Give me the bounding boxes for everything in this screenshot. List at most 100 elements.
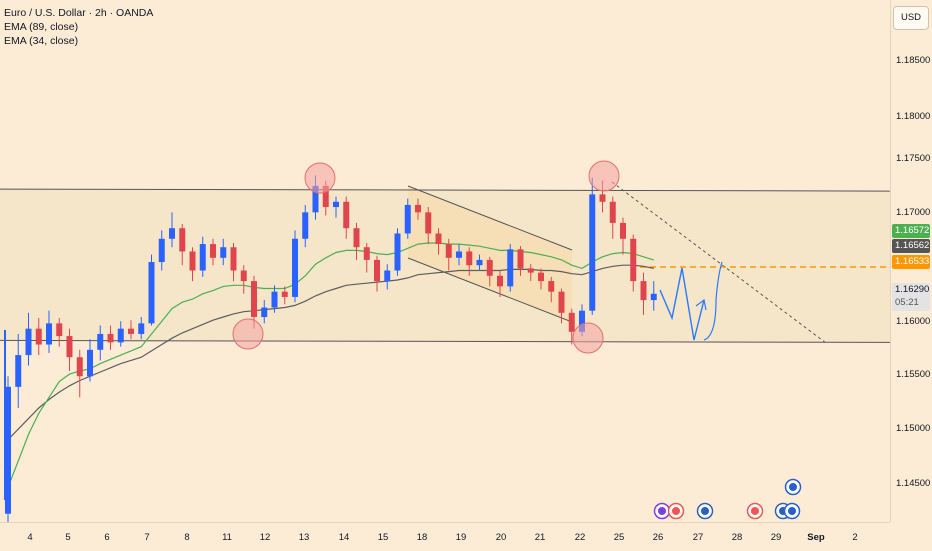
candle-down	[435, 233, 442, 245]
economic-event-icon	[672, 507, 680, 515]
candle-up	[384, 270, 391, 282]
symbol-title[interactable]: Euro / U.S. Dollar · 2h · OANDA	[4, 7, 154, 19]
candle-up	[199, 244, 206, 271]
ema-89-line	[7, 264, 654, 441]
candle-up	[302, 212, 309, 239]
ema-89-label[interactable]: EMA (89, close)	[4, 21, 79, 33]
economic-event-icon	[658, 507, 666, 515]
projection-zigzag	[659, 267, 705, 341]
economic-event-icon	[788, 507, 796, 515]
price-tick-label: 1.16000	[896, 316, 931, 327]
candle-down	[363, 247, 370, 260]
candle-down	[240, 270, 247, 282]
candle-up	[148, 262, 155, 324]
time-tick-label: 7	[144, 532, 150, 543]
time-tick-label: 4	[27, 532, 33, 543]
price-chart[interactable]	[0, 0, 891, 546]
highlight-circle	[232, 318, 264, 350]
candle-down	[568, 312, 575, 332]
time-tick-label: 19	[455, 532, 467, 543]
time-tick-label: 25	[613, 532, 625, 543]
candle-up	[271, 291, 278, 308]
candle-up	[220, 247, 227, 258]
candle-down	[415, 204, 421, 213]
candle-up	[46, 323, 52, 345]
candle-down	[322, 185, 329, 208]
chart-legend: Euro / U.S. Dollar · 2h · OANDA EMA (89,…	[4, 6, 153, 48]
time-tick-label: 21	[534, 532, 546, 543]
candle-up	[589, 194, 596, 311]
ema34-price-tag: 1.16572	[892, 224, 930, 238]
bar-countdown: 05:21	[895, 297, 919, 308]
candle-down	[466, 251, 473, 266]
currency-button[interactable]: USD	[893, 6, 929, 30]
ema-34-label[interactable]: EMA (34, close)	[4, 35, 79, 47]
price-tick-label: 1.15500	[896, 369, 931, 380]
candle-down	[128, 328, 134, 334]
candle-down	[107, 333, 114, 343]
candle-down	[445, 244, 452, 258]
candle-up	[292, 238, 298, 297]
time-tick-label: 15	[377, 532, 389, 543]
candle-down	[374, 259, 380, 282]
candle-up	[87, 349, 93, 377]
time-tick-label: 27	[692, 532, 704, 543]
price-tick-label: 1.17500	[896, 153, 931, 164]
economic-event-icon	[789, 483, 797, 491]
candle-up	[25, 328, 32, 356]
candle-up	[312, 185, 319, 213]
highlight-circle	[304, 162, 336, 194]
candle-down	[230, 247, 237, 271]
time-axis[interactable]	[0, 522, 890, 551]
time-tick-label: 14	[338, 532, 350, 543]
candle-up	[476, 259, 483, 266]
candle-down	[538, 272, 544, 282]
candle-up	[456, 251, 462, 258]
time-tick-label: 29	[770, 532, 782, 543]
candle-up	[158, 238, 165, 263]
chart-area[interactable]	[0, 0, 891, 546]
candle-up	[5, 386, 11, 514]
candle-up	[394, 233, 401, 271]
candle-down	[56, 323, 63, 337]
time-tick-label: 20	[495, 532, 507, 543]
candle-up	[579, 310, 585, 332]
candle-down	[425, 212, 432, 234]
time-tick-label: 5	[65, 532, 71, 543]
candle-up	[15, 355, 22, 387]
time-tick-label: Sep	[807, 532, 825, 543]
price-tick-label: 1.14500	[896, 478, 931, 489]
price-axis[interactable]	[890, 0, 932, 522]
candle-down	[517, 249, 524, 269]
candle-down	[527, 268, 534, 273]
last-price-tag: 1.16290 05:21	[892, 283, 930, 311]
candle-down	[497, 275, 503, 287]
candle-down	[66, 336, 73, 358]
price-tick-label: 1.18000	[896, 111, 931, 122]
candle-down	[640, 281, 647, 301]
ema89-price-tag: 1.16562	[892, 239, 930, 253]
time-tick-label: 22	[574, 532, 586, 543]
candle-down	[609, 201, 616, 223]
time-tick-label: 11	[222, 532, 232, 543]
candle-down	[599, 194, 606, 202]
level-price-tag: 1.16533	[892, 255, 930, 269]
candle-up	[97, 333, 104, 350]
candle-up	[169, 228, 175, 239]
candle-down	[558, 291, 565, 313]
candle-down	[353, 228, 360, 248]
candle-down	[620, 222, 626, 239]
ema-34-line	[7, 242, 654, 488]
channel-top-line	[0, 188, 891, 192]
descending-channel-fill	[408, 186, 572, 322]
time-tick-label: 26	[652, 532, 664, 543]
candle-up	[404, 204, 411, 234]
highlight-circle	[572, 322, 604, 354]
candle-up	[507, 249, 514, 287]
time-tick-label: 8	[184, 532, 190, 543]
candle-down	[189, 251, 196, 271]
candle-down	[486, 259, 493, 276]
price-tick-label: 1.18500	[896, 55, 931, 66]
time-tick-label: 13	[298, 532, 310, 543]
candle-down	[548, 281, 555, 292]
